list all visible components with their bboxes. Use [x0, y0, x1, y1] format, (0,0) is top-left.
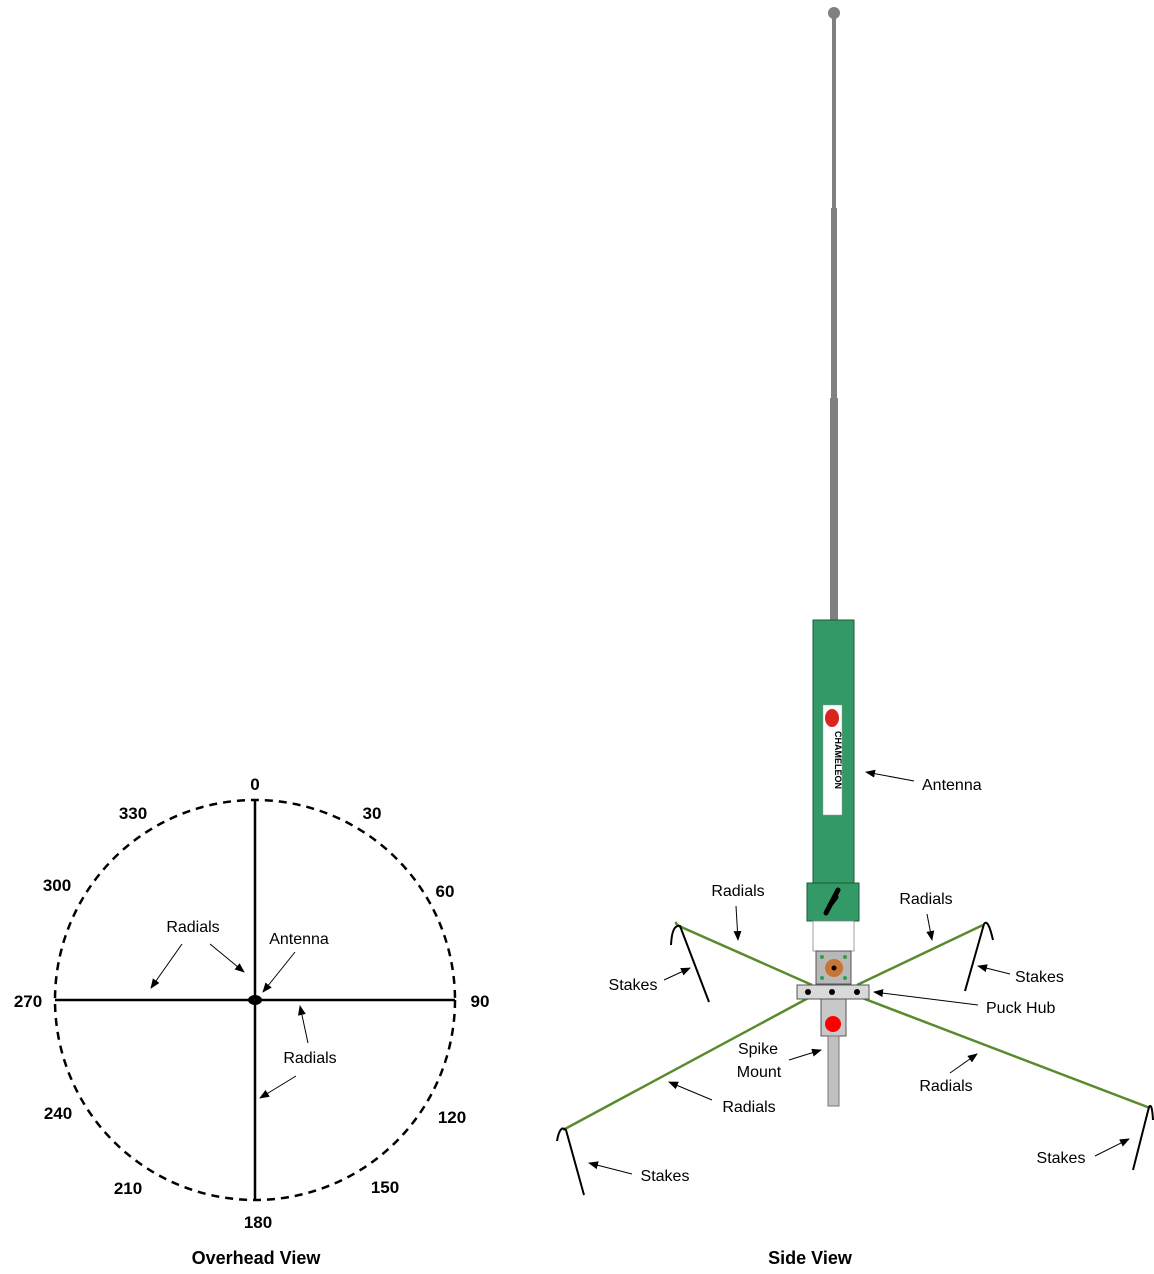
spike-rod [827, 1035, 840, 1107]
stake-lower-left [556, 1127, 585, 1196]
compass-label-330: 330 [119, 804, 147, 823]
overhead-radials-label-bottom: Radials [283, 1050, 336, 1067]
spike-red-dot [825, 1016, 841, 1032]
compass-label-30: 30 [363, 804, 382, 823]
compass-label-60: 60 [436, 882, 455, 901]
compass-label-300: 300 [43, 876, 71, 895]
whip-section-3 [830, 398, 838, 620]
compass-label-150: 150 [371, 1178, 399, 1197]
overhead-radials-label-top: Radials [166, 919, 219, 936]
arrow-overhead-antenna [262, 951, 296, 993]
arrow-radials-top-left [150, 943, 183, 989]
stake-lower-right [1132, 1104, 1154, 1171]
spike-mount-label-line2: Mount [737, 1064, 782, 1081]
radials-label-lower-left: Radials [722, 1099, 775, 1116]
compass-label-180: 180 [244, 1213, 272, 1232]
arrow-stakes-left [663, 967, 691, 981]
arrow-radials-top-right [209, 943, 245, 973]
compass-label-120: 120 [438, 1108, 466, 1127]
puck-hub-label: Puck Hub [986, 1000, 1055, 1017]
radials-label-upper-right: Radials [899, 891, 952, 908]
arrow-spike-mount [788, 1048, 822, 1061]
side-view: CHAMELEON [556, 7, 1154, 1268]
radial-wire-upper-right [856, 923, 984, 987]
arrow-stakes-lower-left [588, 1161, 633, 1175]
stake-upper-left [670, 924, 710, 1003]
overhead-view-title: Overhead View [192, 1248, 322, 1268]
radials-label-upper-left: Radials [711, 883, 764, 900]
antenna-point [248, 995, 262, 1005]
arrow-radials-upper-left [733, 905, 742, 941]
overhead-view: 0 30 60 90 120 150 180 210 240 270 300 3… [14, 775, 490, 1268]
whip-section-2 [831, 208, 837, 400]
overhead-antenna-label: Antenna [269, 931, 329, 948]
compass-label-90: 90 [471, 992, 490, 1011]
radials-label-lower-right: Radials [919, 1078, 972, 1095]
chameleon-logo: CHAMELEON [822, 704, 843, 816]
compass-label-240: 240 [44, 1104, 72, 1123]
compass-label-0: 0 [250, 775, 259, 794]
side-view-title: Side View [768, 1248, 853, 1268]
radial-wire-upper-left [674, 921, 813, 987]
stakes-label-lower-right: Stakes [1037, 1150, 1086, 1167]
coax-adapter [812, 920, 855, 952]
arrow-radials-bottom-left [259, 1075, 297, 1099]
arrow-radials-upper-right [926, 913, 935, 941]
stakes-label-left: Stakes [609, 977, 658, 994]
arrow-puck-hub [873, 989, 979, 1006]
whip-section-1 [832, 17, 836, 210]
logo-text: CHAMELEON [833, 731, 843, 789]
arrow-stakes-right [977, 964, 1011, 975]
arrow-radials-lower-right [949, 1053, 978, 1074]
radial-wire-lower-right [856, 994, 1151, 1110]
compass-label-210: 210 [114, 1179, 142, 1198]
stakes-label-right: Stakes [1015, 969, 1064, 986]
arrow-radials-lower-left [668, 1081, 713, 1101]
spike-mount-label-line1: Spike [738, 1041, 778, 1058]
arrow-radials-bottom-up [297, 1005, 309, 1044]
arrow-stakes-lower-right [1094, 1138, 1130, 1157]
arrow-side-antenna [865, 769, 915, 782]
radial-wires [562, 921, 1151, 1132]
connector-slash-icon [823, 887, 841, 916]
whip-tip [828, 7, 840, 19]
side-antenna-label: Antenna [922, 777, 982, 794]
compass-label-270: 270 [14, 992, 42, 1011]
stakes [556, 921, 1154, 1196]
stakes-label-lower-left: Stakes [641, 1168, 690, 1185]
radial-wire-lower-left [562, 994, 813, 1132]
stake-upper-right [964, 921, 994, 992]
